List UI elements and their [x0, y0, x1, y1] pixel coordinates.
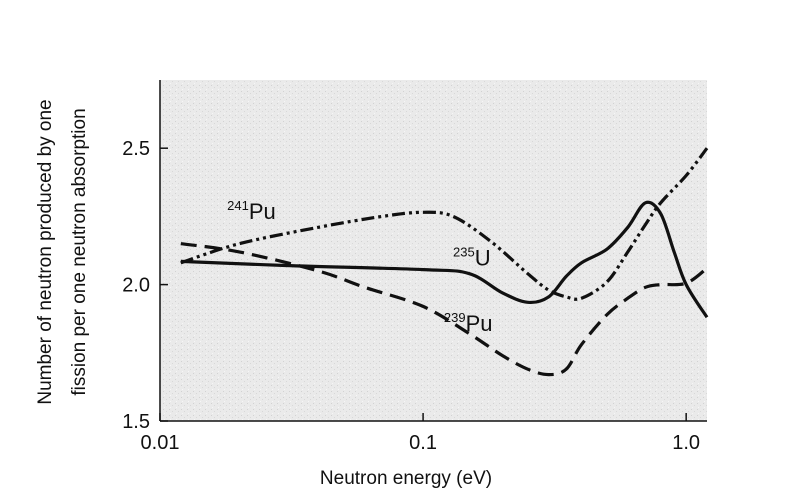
label-element-symbol: Pu [466, 311, 493, 336]
label-mass-number: 241 [227, 198, 249, 213]
y-axis-label: Number of neutron produced by one fissio… [35, 99, 90, 404]
axes [159, 80, 707, 422]
curve-239-pu [180, 242, 708, 377]
label-mass-number: 239 [444, 310, 466, 325]
label-241-pu: 241Pu [227, 198, 276, 224]
label-239-pu: 239Pu [444, 310, 493, 336]
x-tick-label-1: 0.1 [409, 432, 437, 454]
x-ticks: 0.01 0.1 1.0 [141, 413, 700, 454]
curve-241-pu [180, 147, 709, 301]
curve-235-u [180, 200, 709, 319]
label-element-symbol: U [475, 246, 491, 271]
x-axis-label: Neutron energy (eV) [320, 468, 492, 489]
x-tick-label-2: 1.0 [672, 432, 700, 454]
y-ticks: 1.5 2.0 2.5 [122, 138, 168, 433]
y-axis-label-line-2: fission per one neutron absorption [69, 108, 90, 395]
label-235-u: 235U [453, 245, 491, 271]
plot-area [160, 80, 707, 421]
y-tick-label-0: 1.5 [122, 411, 150, 433]
label-element-symbol: Pu [249, 199, 276, 224]
y-tick-label-1: 2.0 [122, 275, 150, 297]
label-mass-number: 235 [453, 245, 475, 260]
curves [180, 147, 709, 377]
y-tick-label-2: 2.5 [122, 138, 150, 160]
x-tick-label-0: 0.01 [141, 432, 180, 454]
y-axis-label-line-1: Number of neutron produced by one [35, 99, 56, 404]
